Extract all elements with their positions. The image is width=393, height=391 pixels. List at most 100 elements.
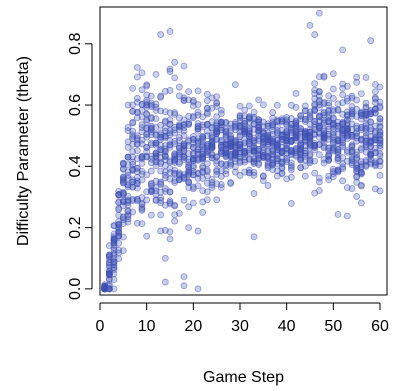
data-point: [129, 84, 137, 92]
data-point: [283, 156, 291, 164]
data-point: [124, 124, 132, 131]
data-point: [250, 190, 258, 197]
data-point: [105, 285, 113, 293]
data-point: [325, 176, 333, 184]
data-point: [362, 99, 370, 107]
y-tick-label: 0.2: [67, 216, 84, 238]
data-point: [339, 141, 347, 149]
data-point: [250, 108, 258, 116]
data-point: [301, 172, 309, 180]
data-point: [320, 73, 328, 81]
data-point: [255, 161, 263, 168]
data-point: [217, 181, 225, 188]
data-point: [124, 153, 132, 161]
data-point: [353, 96, 361, 104]
data-point: [133, 64, 141, 71]
x-tick-label: 0: [96, 318, 105, 335]
data-point: [339, 91, 347, 99]
data-point: [273, 127, 281, 134]
data-point: [194, 101, 202, 108]
data-point: [133, 73, 141, 81]
data-point: [166, 87, 174, 94]
data-point: [315, 151, 323, 159]
data-point: [185, 88, 193, 96]
data-point: [306, 111, 314, 119]
data-point: [194, 285, 202, 293]
data-point: [376, 139, 384, 147]
data-point: [166, 188, 174, 196]
data-point: [329, 94, 337, 102]
data-point: [217, 110, 225, 118]
data-point: [227, 180, 235, 187]
data-point: [259, 177, 267, 185]
data-point: [194, 227, 202, 235]
data-point: [110, 270, 118, 278]
x-tick-label: 10: [138, 318, 156, 335]
data-point: [119, 233, 127, 241]
data-points: [101, 9, 384, 293]
data-point: [339, 177, 347, 185]
data-point: [217, 167, 225, 174]
data-point: [138, 86, 146, 94]
data-point: [297, 156, 305, 164]
data-point: [269, 123, 277, 131]
data-point: [189, 185, 197, 193]
data-point: [143, 171, 151, 179]
data-point: [180, 174, 188, 182]
data-point: [231, 81, 239, 89]
data-point: [376, 157, 384, 165]
data-point: [376, 83, 384, 91]
data-point: [147, 167, 155, 175]
data-point: [334, 210, 342, 218]
data-point: [367, 118, 375, 126]
data-point: [367, 37, 375, 45]
data-point: [143, 232, 151, 240]
data-point: [213, 93, 221, 101]
data-point: [245, 102, 253, 110]
data-point: [376, 123, 384, 131]
data-point: [143, 148, 151, 155]
data-point: [311, 31, 319, 38]
data-point: [287, 173, 295, 181]
data-point: [166, 65, 174, 73]
data-point: [171, 110, 179, 118]
data-point: [311, 107, 319, 114]
data-point: [292, 103, 300, 111]
data-point: [166, 129, 174, 137]
data-point: [376, 131, 384, 139]
data-point: [157, 92, 165, 100]
data-point: [189, 199, 197, 207]
data-point: [301, 102, 309, 110]
data-point: [334, 168, 342, 176]
data-point: [180, 62, 188, 70]
x-tick-label: 40: [278, 318, 296, 335]
data-point: [138, 220, 146, 228]
data-point: [250, 171, 258, 179]
data-point: [166, 120, 174, 128]
data-point: [339, 46, 347, 54]
data-point: [203, 166, 211, 174]
x-tick-label: 50: [324, 318, 342, 335]
data-point: [325, 125, 333, 133]
data-point: [185, 177, 193, 185]
data-point: [283, 142, 291, 150]
data-point: [362, 74, 370, 81]
data-point: [371, 95, 379, 103]
data-point: [166, 235, 174, 243]
data-point: [343, 125, 351, 133]
data-point: [287, 164, 295, 171]
data-point: [143, 118, 151, 125]
data-point: [138, 176, 146, 184]
data-point: [129, 158, 137, 166]
y-axis-title: Difficulty Parameter (theta): [15, 56, 32, 246]
data-point: [157, 211, 165, 219]
data-point: [147, 211, 155, 219]
data-point: [115, 225, 123, 233]
data-point: [152, 154, 160, 162]
data-point: [203, 110, 211, 118]
data-point: [185, 203, 193, 211]
x-tick-label: 30: [231, 318, 249, 335]
data-point: [157, 178, 165, 186]
data-point: [311, 157, 319, 165]
